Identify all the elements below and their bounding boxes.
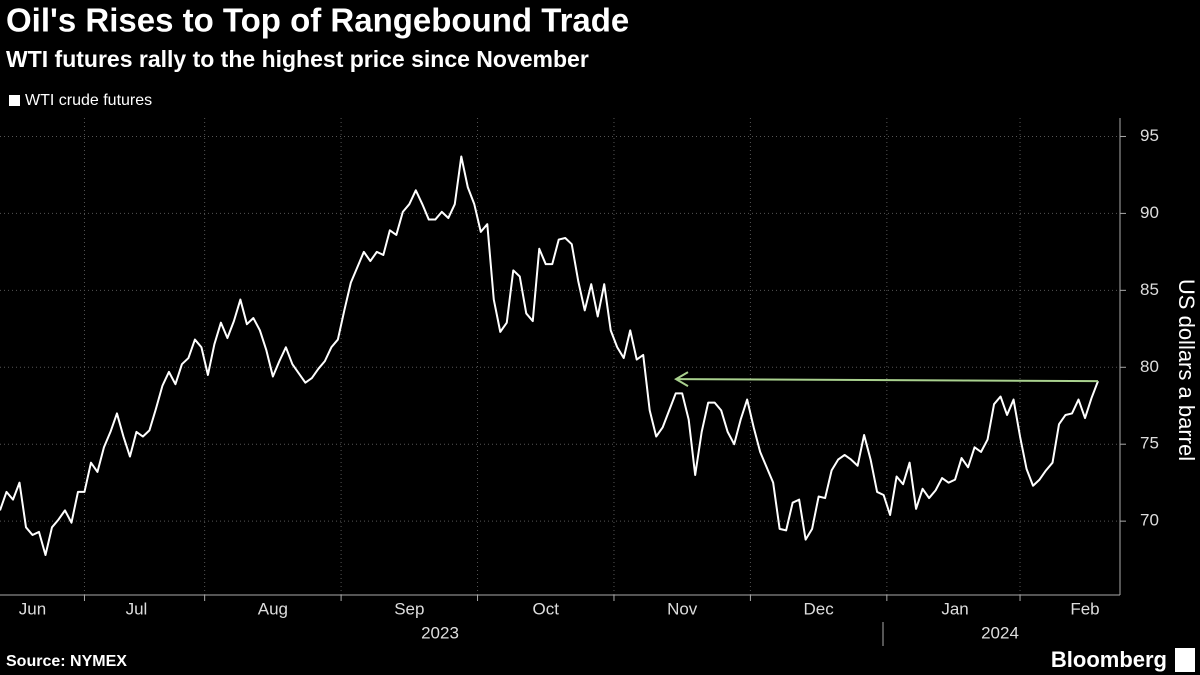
x-tick-label: Aug <box>258 599 288 618</box>
brand-icon <box>1175 648 1195 672</box>
y-tick-label: 90 <box>1140 203 1159 222</box>
x-tick-label: Nov <box>667 599 698 618</box>
x-tick-label: Jun <box>19 599 46 618</box>
x-tick-label: Dec <box>804 599 835 618</box>
x-tick-label: Sep <box>394 599 424 618</box>
annotation-arrow <box>677 378 1099 383</box>
x-tick-label: Feb <box>1070 599 1099 618</box>
year-label: 2024 <box>981 623 1019 642</box>
brand: Bloomberg <box>1051 647 1167 672</box>
x-tick-label: Oct <box>533 599 560 618</box>
annotation-arrowhead <box>674 371 689 387</box>
y-tick-label: 95 <box>1140 126 1159 145</box>
legend-swatch <box>9 95 20 106</box>
line-series <box>0 155 1099 556</box>
y-tick-label: 80 <box>1140 357 1159 376</box>
x-tick-label: Jan <box>941 599 968 618</box>
source: Source: NYMEX <box>6 653 127 670</box>
legend-label: WTI crude futures <box>25 92 152 109</box>
y-axis-label: US dollars a barrel <box>1174 279 1199 461</box>
chart-subtitle: WTI futures rally to the highest price s… <box>6 46 589 72</box>
y-tick-label: 85 <box>1140 280 1159 299</box>
y-tick-label: 75 <box>1140 434 1159 453</box>
y-tick-label: 70 <box>1140 511 1159 530</box>
chart-title: Oil's Rises to Top of Rangebound Trade <box>6 2 629 39</box>
year-label: 2023 <box>421 623 459 642</box>
x-tick-label: Jul <box>126 599 148 618</box>
